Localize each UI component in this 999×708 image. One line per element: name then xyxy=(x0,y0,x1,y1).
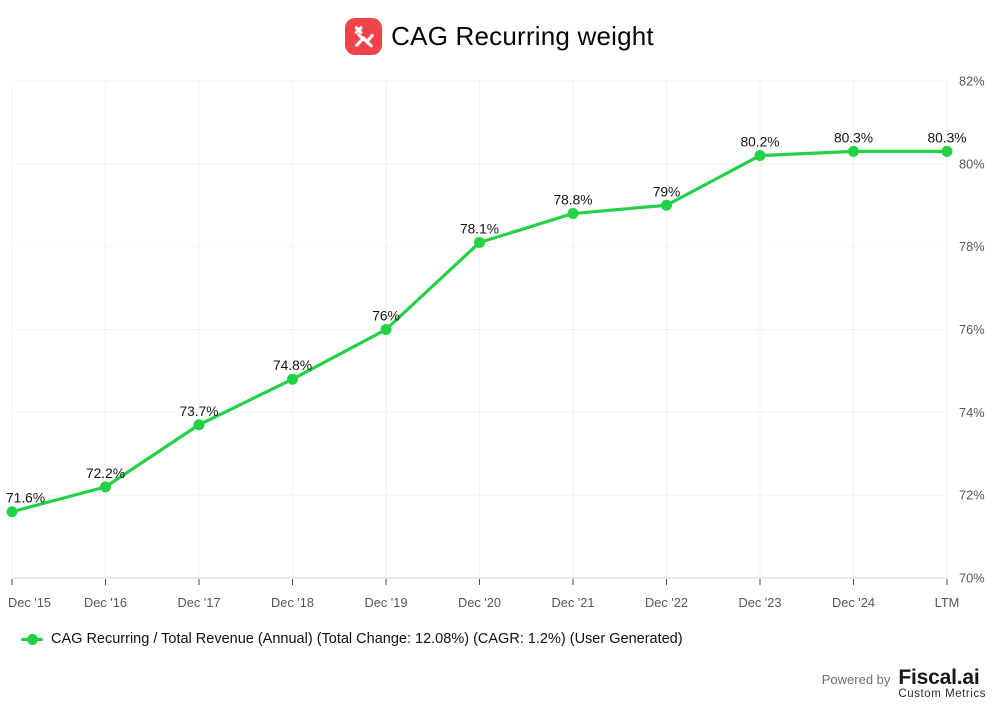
y-axis-label: 76% xyxy=(959,322,985,337)
data-point[interactable] xyxy=(287,373,298,385)
x-axis-label: Dec '22 xyxy=(645,595,688,610)
legend-series-label: CAG Recurring / Total Revenue (Annual) (… xyxy=(51,631,683,647)
data-point-label: 76% xyxy=(372,309,400,324)
x-axis-label: LTM xyxy=(935,595,960,610)
y-axis-label: 82% xyxy=(959,74,985,89)
data-point[interactable] xyxy=(193,419,205,431)
data-point[interactable] xyxy=(100,481,111,493)
data-point[interactable] xyxy=(474,237,485,249)
data-point[interactable] xyxy=(567,208,579,220)
data-point-label: 71.6% xyxy=(6,491,45,506)
x-axis-label: Dec '15 xyxy=(8,595,51,610)
legend-item[interactable]: CAG Recurring / Total Revenue (Annual) (… xyxy=(21,629,683,649)
custom-metrics-icon xyxy=(345,17,383,55)
data-point-label: 74.8% xyxy=(273,358,312,373)
y-axis-label: 72% xyxy=(959,488,985,503)
y-axis-label: 78% xyxy=(959,239,985,254)
x-axis-label: Dec '19 xyxy=(365,595,408,610)
x-axis-label: Dec '18 xyxy=(271,595,314,610)
data-point[interactable] xyxy=(941,145,953,157)
data-point[interactable] xyxy=(661,199,672,211)
data-point[interactable] xyxy=(6,506,18,518)
x-axis-label: Dec '24 xyxy=(832,595,875,610)
fiscal-ai-logo[interactable]: Fiscal.ai Custom Metrics xyxy=(898,667,986,701)
y-axis-label: 74% xyxy=(959,405,985,420)
data-point-label: 78.8% xyxy=(553,193,592,208)
powered-by-text: Powered by xyxy=(821,672,891,687)
y-axis-label: 80% xyxy=(959,156,985,171)
data-point-label: 73.7% xyxy=(179,404,218,419)
data-point-label: 80.3% xyxy=(927,130,966,145)
data-point[interactable] xyxy=(754,150,766,162)
data-point[interactable] xyxy=(848,145,859,157)
line-chart-plot: Dec '15 Dec '16 Dec '17 Dec '18 Dec '19 Dec '… xyxy=(6,74,985,611)
chart-title: CAG Recurring weight xyxy=(391,20,654,51)
data-point-label: 72.2% xyxy=(86,466,125,481)
data-point[interactable] xyxy=(380,324,392,335)
data-point-label: 80.2% xyxy=(740,135,779,150)
x-axis-label: Dec '21 xyxy=(552,595,595,610)
powered-by-footer: Powered by Fiscal.ai Custom Metrics xyxy=(822,667,986,701)
x-axis-label: Dec '17 xyxy=(178,595,221,610)
x-axis-label: Dec '20 xyxy=(458,595,501,610)
brand-subtitle: Custom Metrics xyxy=(898,687,986,700)
x-axis-label: Dec '23 xyxy=(739,595,782,610)
data-point-label: 80.3% xyxy=(834,130,873,145)
legend-series-marker-icon xyxy=(21,633,43,645)
y-axis-label: 70% xyxy=(959,571,985,586)
data-point-label: 79% xyxy=(653,184,681,199)
x-axis-label: Dec '16 xyxy=(84,595,127,610)
brand-name: Fiscal.ai xyxy=(898,665,980,689)
chart-header: CAG Recurring weight xyxy=(0,16,999,56)
data-point-label: 78.1% xyxy=(460,222,499,237)
